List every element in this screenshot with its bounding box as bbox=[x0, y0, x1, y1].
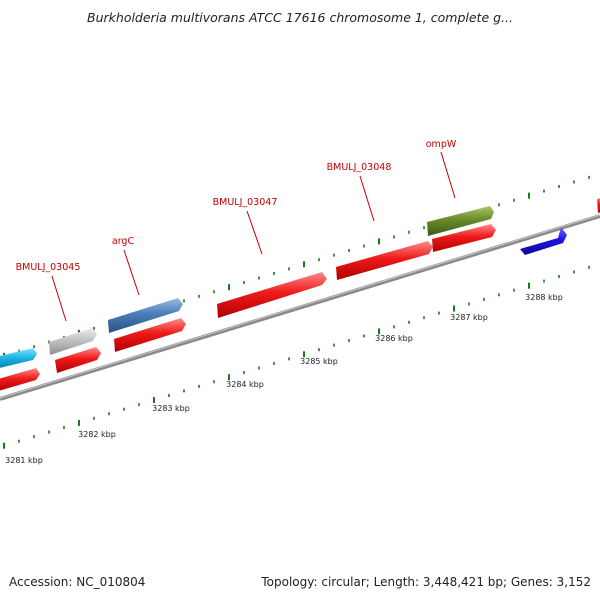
genome-title: Burkholderia multivorans ATCC 17616 chro… bbox=[87, 10, 513, 25]
ruler-label: 3285 kbp bbox=[300, 357, 338, 366]
gene-label-ompw: ompW bbox=[426, 139, 457, 150]
ruler-label: 3288 kbp bbox=[525, 293, 563, 302]
gene-label-bmulj-03047: BMULJ_03047 bbox=[213, 197, 278, 208]
gene-bmulj-03048[interactable] bbox=[336, 241, 433, 280]
gene-red-argc[interactable] bbox=[114, 318, 186, 352]
gene-red-bmulj-03045[interactable] bbox=[55, 347, 101, 373]
gene-ompw[interactable] bbox=[427, 206, 494, 236]
gene-red-edge[interactable] bbox=[597, 197, 600, 213]
genome-backbone-highlight bbox=[0, 214, 600, 399]
ruler-label: 3283 kbp bbox=[152, 404, 190, 413]
genome-stats-text: Topology: circular; Length: 3,448,421 bp… bbox=[261, 575, 591, 589]
leader-bmulj-03047 bbox=[246, 210, 263, 255]
ruler-label: 3281 kbp bbox=[5, 456, 43, 465]
leader-argc bbox=[123, 249, 140, 296]
gene-label-bmulj-03048: BMULJ_03048 bbox=[327, 162, 392, 173]
gene-red-ompw[interactable] bbox=[432, 224, 496, 252]
gene-cyan[interactable] bbox=[0, 348, 37, 369]
gene-blue[interactable] bbox=[520, 227, 567, 255]
leader-ompw bbox=[440, 151, 456, 199]
gene-label-argc: argC bbox=[112, 236, 135, 247]
gene-bmulj-03047[interactable] bbox=[217, 272, 327, 318]
gene-label-bmulj-03045: BMULJ_03045 bbox=[16, 262, 81, 273]
leader-bmulj-03045 bbox=[51, 275, 67, 322]
ruler-label: 3282 kbp bbox=[78, 430, 116, 439]
ruler-label: 3287 kbp bbox=[450, 313, 488, 322]
leader-bmulj-03048 bbox=[359, 175, 375, 222]
inner-tick-track bbox=[3, 265, 590, 449]
gene-argc[interactable] bbox=[108, 298, 183, 333]
ruler-labels: 3281 kbp 3282 kbp 3283 kbp 3284 kbp 3285 kbp… bbox=[5, 293, 563, 465]
gene-red-left[interactable] bbox=[0, 368, 40, 392]
ruler-label: 3286 kbp bbox=[375, 334, 413, 343]
ruler-label: 3284 kbp bbox=[226, 380, 264, 389]
genome-backbone bbox=[0, 214, 600, 401]
gene-gray[interactable] bbox=[49, 328, 97, 355]
accession-text: Accession: NC_010804 bbox=[9, 575, 146, 589]
